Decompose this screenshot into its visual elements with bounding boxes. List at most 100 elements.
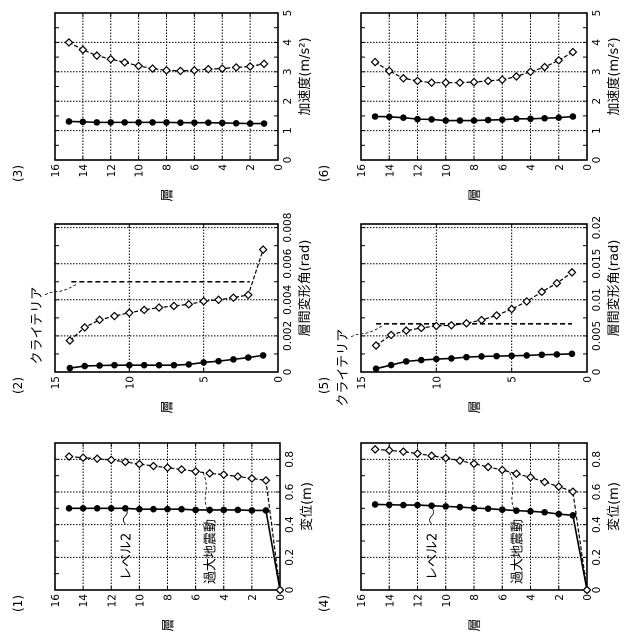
data-point-level2 bbox=[456, 503, 464, 511]
floor-tick-label: 0 bbox=[273, 376, 285, 383]
plot-frame bbox=[54, 12, 279, 161]
floor-tick-label: 12 bbox=[106, 594, 118, 607]
data-point-excessive bbox=[441, 78, 451, 88]
data-point-excessive bbox=[462, 318, 471, 328]
data-point-excessive bbox=[228, 293, 238, 303]
data-point-level2 bbox=[81, 362, 89, 370]
data-point-excessive bbox=[492, 310, 502, 320]
floor-tick-label: 4 bbox=[526, 164, 538, 171]
data-point-level2 bbox=[230, 356, 237, 363]
value-tick-label: 0 bbox=[282, 369, 294, 376]
floor-axis-title: 層 bbox=[161, 188, 176, 201]
data-point-excessive bbox=[552, 278, 562, 288]
data-point-excessive bbox=[526, 472, 535, 482]
plot-frame bbox=[54, 442, 281, 591]
floor-tick-label: 10 bbox=[134, 594, 146, 607]
data-point-excessive bbox=[540, 477, 550, 487]
value-tick-label: 0.4 bbox=[591, 516, 603, 533]
data-point-level2 bbox=[163, 119, 170, 126]
data-point-level2 bbox=[170, 361, 178, 369]
data-point-excessive bbox=[163, 463, 172, 473]
data-point-excessive bbox=[191, 466, 201, 476]
floor-tick-label: 10 bbox=[134, 164, 146, 177]
series-line-excessive bbox=[69, 455, 281, 591]
data-point-excessive bbox=[483, 76, 493, 86]
data-point-level2 bbox=[136, 505, 143, 513]
data-point-excessive bbox=[507, 304, 517, 314]
data-point-level2 bbox=[428, 502, 435, 510]
data-point-excessive bbox=[64, 452, 74, 462]
data-point-excessive bbox=[106, 54, 116, 64]
data-point-level2 bbox=[456, 117, 464, 124]
value-tick-label: 0.008 bbox=[282, 213, 294, 243]
data-point-level2 bbox=[192, 506, 199, 514]
data-point-excessive bbox=[384, 445, 394, 455]
data-point-excessive bbox=[95, 315, 105, 325]
data-point-level2 bbox=[135, 119, 142, 126]
floor-tick-label: 12 bbox=[413, 594, 425, 607]
data-point-excessive bbox=[110, 311, 119, 321]
data-point-level2 bbox=[470, 117, 478, 124]
data-point-level2 bbox=[470, 504, 478, 512]
data-point-excessive bbox=[92, 454, 102, 464]
data-point-excessive bbox=[120, 457, 130, 467]
data-point-excessive bbox=[483, 462, 493, 472]
data-point-excessive bbox=[259, 59, 269, 69]
value-tick-label: 0.002 bbox=[282, 321, 294, 351]
data-point-level2 bbox=[513, 115, 520, 123]
data-point-excessive bbox=[134, 459, 144, 469]
data-point-excessive bbox=[175, 66, 185, 76]
data-point-excessive bbox=[511, 72, 521, 81]
data-point-level2 bbox=[191, 119, 198, 126]
floor-tick-label: 4 bbox=[219, 594, 231, 601]
data-point-level2 bbox=[177, 119, 184, 126]
data-point-level2 bbox=[555, 510, 563, 518]
data-point-excessive bbox=[582, 585, 592, 595]
data-point-excessive bbox=[554, 482, 564, 492]
floor-tick-label: 10 bbox=[441, 164, 453, 177]
data-point-excessive bbox=[148, 461, 158, 471]
floor-axis-title: 層 bbox=[162, 618, 177, 631]
value-tick-label: 0.8 bbox=[284, 451, 296, 468]
floor-tick-label: 4 bbox=[526, 594, 538, 601]
data-point-level2 bbox=[218, 119, 226, 127]
data-point-level2 bbox=[65, 505, 73, 512]
data-point-level2 bbox=[400, 501, 407, 509]
data-point-excessive bbox=[511, 469, 521, 479]
excessive-leader bbox=[509, 471, 517, 515]
value-axis-title: 変位(m) bbox=[606, 482, 622, 531]
data-point-level2 bbox=[484, 505, 492, 512]
data-point-level2 bbox=[371, 501, 379, 508]
plot-frame bbox=[360, 223, 588, 373]
data-point-excessive bbox=[154, 303, 164, 313]
data-point-level2 bbox=[205, 119, 212, 126]
data-point-level2 bbox=[372, 365, 380, 372]
value-tick-label: 0.005 bbox=[591, 321, 603, 351]
data-point-excessive bbox=[416, 323, 426, 333]
panel-label: (1) bbox=[11, 595, 25, 612]
floor-tick-label: 10 bbox=[431, 376, 443, 389]
floor-tick-label: 0 bbox=[273, 164, 285, 171]
data-point-excessive bbox=[169, 301, 179, 311]
floor-axis-title: 層 bbox=[468, 188, 483, 201]
floor-axis-title: 層 bbox=[161, 400, 176, 413]
data-point-level2 bbox=[538, 351, 546, 359]
data-point-level2 bbox=[248, 507, 256, 514]
plot-frame bbox=[360, 12, 588, 161]
value-tick-label: 0 bbox=[591, 587, 603, 594]
data-point-level2 bbox=[259, 352, 267, 359]
value-tick-label: 0 bbox=[591, 157, 603, 164]
data-point-excessive bbox=[537, 287, 547, 297]
data-point-excessive bbox=[413, 449, 422, 459]
floor-tick-label: 16 bbox=[50, 594, 62, 608]
value-tick-label: 0.4 bbox=[284, 516, 296, 533]
floor-tick-label: 0 bbox=[275, 594, 287, 601]
data-point-excessive bbox=[219, 470, 229, 480]
panel-label: (2) bbox=[11, 377, 25, 394]
data-point-excessive bbox=[275, 585, 285, 595]
panel-5: 0 0.005 0.01 0.015 0.02 0 5 10 15 層間変形角(rad) 層 (5) ク… bbox=[317, 216, 622, 414]
value-tick-label: 4 bbox=[591, 39, 603, 46]
data-point-excessive bbox=[189, 65, 199, 75]
data-point-excessive bbox=[386, 330, 396, 340]
